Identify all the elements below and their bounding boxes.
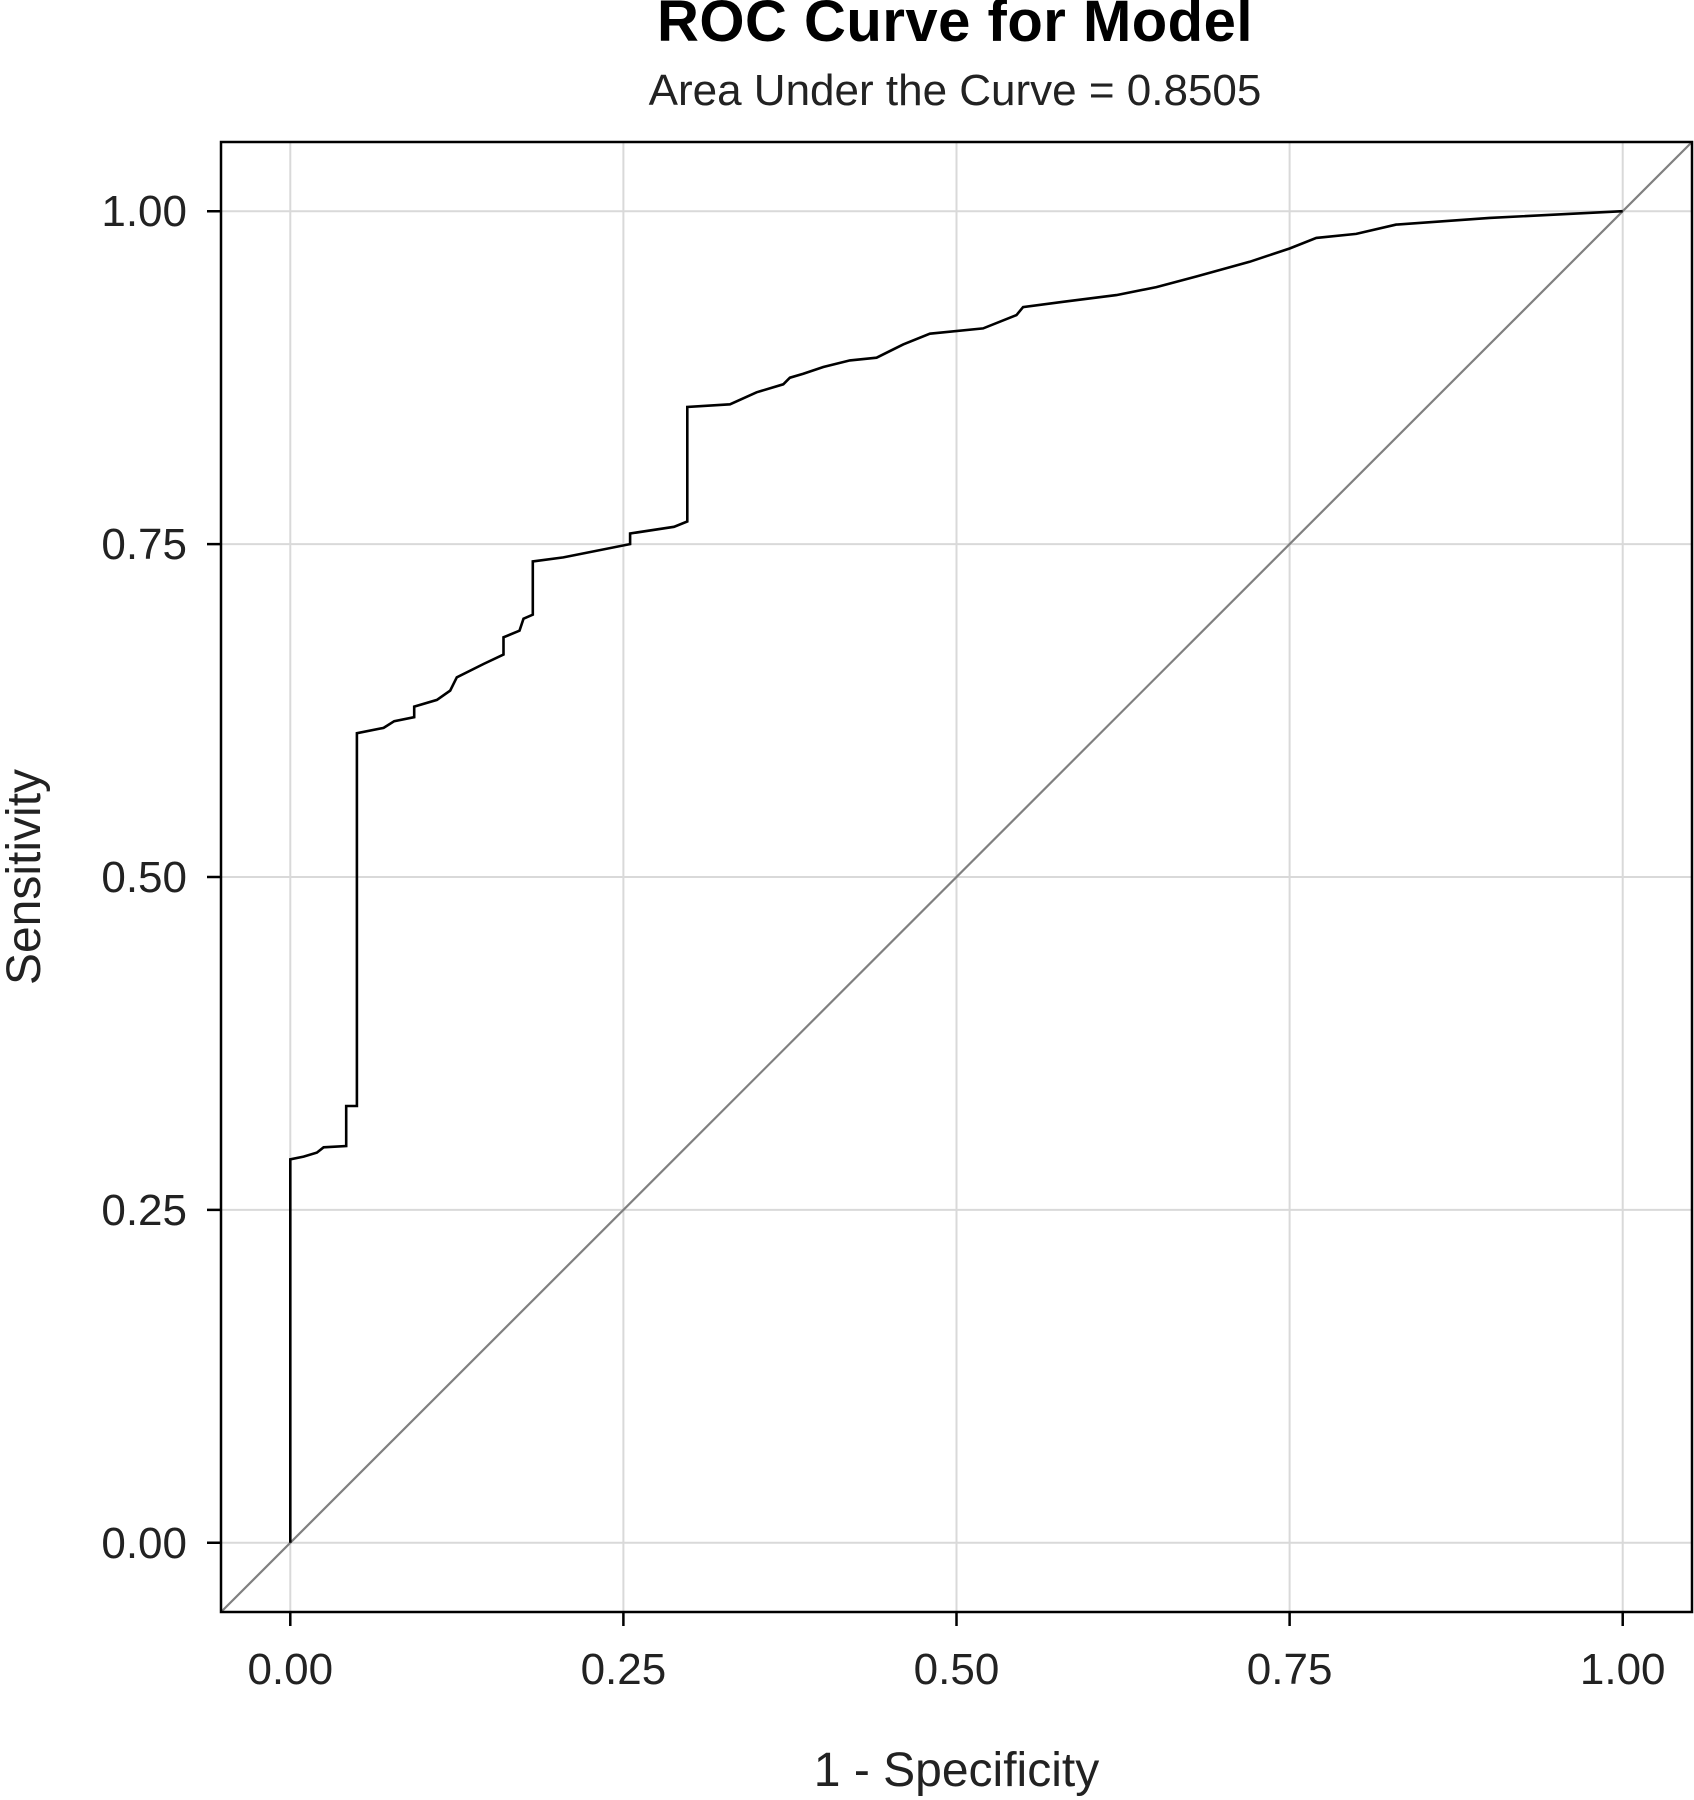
y-tick-label-0: 0.00 [101, 1519, 187, 1568]
y-axis-label: Sensitivity [0, 769, 51, 985]
series [221, 142, 1692, 1612]
y-tick-label-4: 1.00 [101, 187, 187, 236]
x-tick-label-3: 0.75 [1247, 1645, 1333, 1694]
x-tick-label-1: 0.25 [581, 1645, 667, 1694]
y-tick-label-3: 0.75 [101, 520, 187, 569]
y-tick-label-1: 0.25 [101, 1186, 187, 1235]
chart-title: ROC Curve for Model [657, 0, 1253, 54]
x-tick-label-0: 0.00 [247, 1645, 333, 1694]
roc-curve-line [289, 209, 1623, 1543]
y-tick-label-2: 0.50 [101, 853, 187, 902]
x-tick-label-4: 1.00 [1580, 1645, 1666, 1694]
chance-diagonal-line [221, 142, 1692, 1612]
chart-subtitle: Area Under the Curve = 0.8505 [648, 66, 1262, 115]
x-tick-label-2: 0.50 [914, 1645, 1000, 1694]
x-axis-label: 1 - Specificity [814, 1744, 1099, 1797]
axis-ticks: 0.00 0.25 0.50 0.75 1.00 0.00 0.25 0.50 0.75 1.00 [101, 187, 1665, 1694]
